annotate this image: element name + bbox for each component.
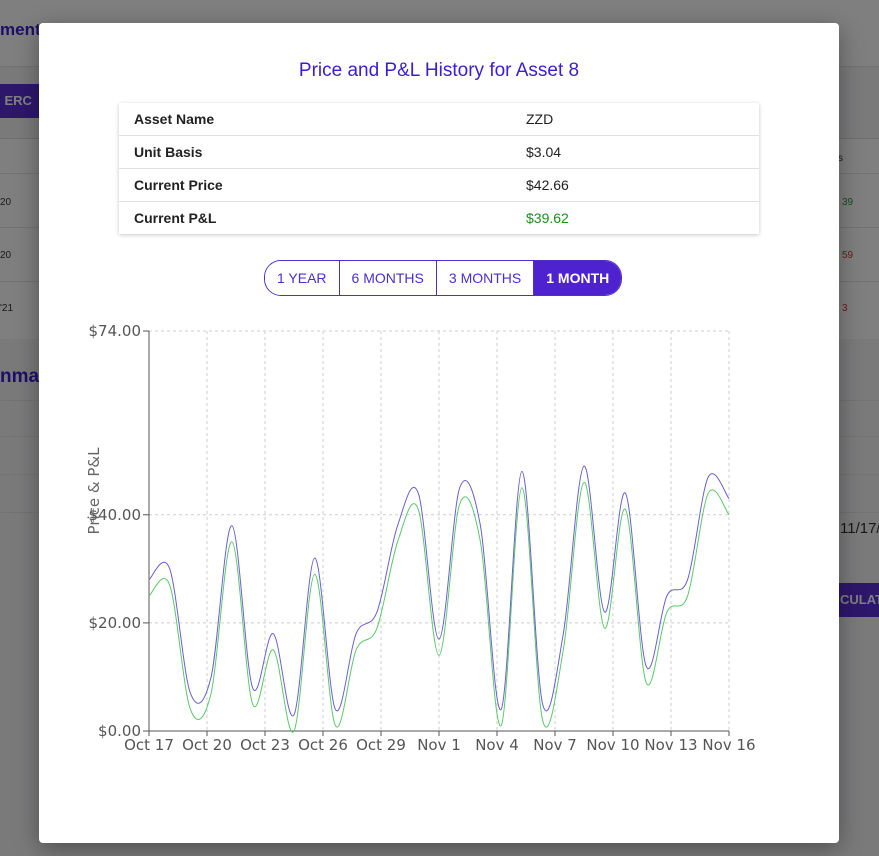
x-tick-label: Nov 10 [586,736,639,754]
current-price-value: $42.66 [511,168,759,202]
x-tick-label: Nov 7 [533,736,577,754]
x-tick-label: Oct 26 [298,736,348,754]
x-tick-label: Nov 16 [702,736,755,754]
asset-name-value: ZZD [511,103,759,136]
x-tick-label: Oct 23 [240,736,290,754]
x-tick-label: Oct 29 [356,736,406,754]
asset-name-label: Asset Name [119,103,511,136]
unit-basis-value: $3.04 [511,135,759,169]
x-tick-label: Nov 1 [417,736,461,754]
y-tick-label: $20.00 [89,614,142,632]
y-tick-label: $74.00 [89,322,142,340]
range-6-months-button[interactable]: 6 MONTHS [339,261,437,295]
table-row: Unit Basis $3.04 [119,135,759,169]
time-range-selector: 1 YEAR 6 MONTHS 3 MONTHS 1 MONTH [264,260,623,296]
y-axis-ticks: $0.00 $20.00 $40.00 $74.00 [89,322,149,740]
current-price-label: Current Price [119,168,511,202]
asset-info-table: Asset Name ZZD Unit Basis $3.04 Current … [119,103,759,234]
modal-title: Price and P&L History for Asset 8 [298,60,580,81]
current-pnl-value: $39.62 [526,210,569,226]
x-axis-ticks: Oct 17 Oct 20 Oct 23 Oct 26 Oct 29 Nov 1 Nov 4… [124,731,756,754]
table-row: Asset Name ZZD [119,103,759,136]
range-3-months-button[interactable]: 3 MONTHS [436,261,535,295]
y-tick-label: $40.00 [89,506,142,524]
x-tick-label: Oct 20 [182,736,232,754]
table-row: Current Price $42.66 [119,168,759,202]
chart-grid [148,330,730,732]
price-pnl-chart: $0.00$20.00$40.00$74.00 Oct 17 Oct 20 Oct … [85,322,756,754]
x-tick-label: Oct 17 [124,736,174,754]
x-tick-label: Nov 13 [644,736,697,754]
table-row: Current P&L $39.62 [119,202,759,235]
x-tick-label: Nov 4 [475,736,519,754]
unit-basis-label: Unit Basis [119,135,511,169]
y-axis-label: Price & P&L [85,447,103,535]
asset-history-modal: Price and P&L History for Asset 8 Asset … [39,23,839,843]
y-tick-label: $0.00 [98,722,141,740]
current-pnl-label: Current P&L [134,210,217,226]
range-1-month-button[interactable]: 1 MONTH [534,261,622,295]
pnl-series-line [148,481,730,733]
range-1-year-button[interactable]: 1 YEAR [265,261,340,295]
price-series-line [148,465,730,717]
